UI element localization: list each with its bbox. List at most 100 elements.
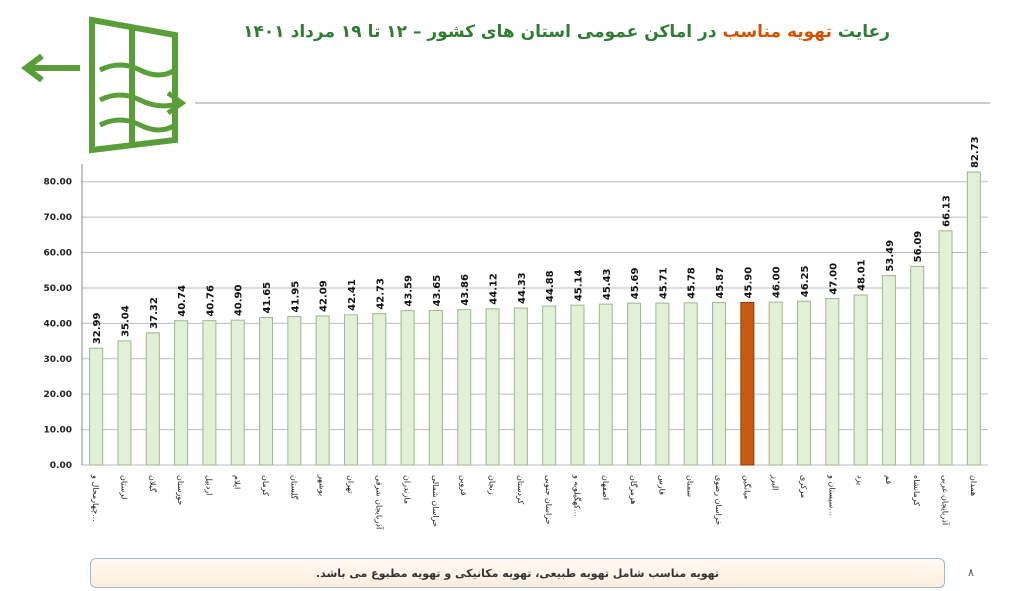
x-tick-label: خوزستان — [176, 475, 185, 505]
y-tick-label: 40.00 — [44, 319, 72, 329]
x-tick-label: اصفهان — [601, 475, 610, 500]
x-tick-label: خراسان شمالی — [431, 475, 440, 527]
x-tick-label: کهگیلویه و... — [572, 474, 582, 517]
bar — [627, 302, 642, 466]
value-label: 44.12 — [489, 273, 500, 305]
value-label: 40.90 — [234, 284, 245, 316]
bar — [966, 171, 981, 466]
value-label: 45.69 — [630, 268, 641, 300]
bar — [287, 315, 302, 466]
value-label: 53.49 — [885, 240, 896, 272]
value-label: 45.14 — [573, 269, 584, 301]
page-number: ۸ — [968, 566, 974, 579]
x-tick-label: گلستان — [289, 475, 299, 500]
value-label: 46.25 — [800, 266, 811, 298]
x-tick-label: گیلان — [148, 475, 158, 492]
x-tick-label: خراسان جنوبی — [544, 475, 553, 525]
value-label: 41.95 — [290, 281, 301, 313]
x-tick-label: فارس — [657, 475, 666, 495]
y-tick-label: 60.00 — [44, 249, 72, 259]
value-label: 47.00 — [828, 263, 839, 295]
value-label: 56.09 — [913, 231, 924, 263]
bar — [513, 307, 528, 466]
y-tick-label: 0.00 — [50, 461, 72, 471]
value-label: 45.78 — [687, 267, 698, 299]
bar — [938, 230, 953, 466]
bar — [485, 308, 500, 466]
bar — [655, 302, 670, 466]
bar — [712, 302, 727, 466]
x-tick-label: کردستان — [516, 475, 525, 504]
bar — [740, 301, 755, 466]
bar — [570, 304, 585, 466]
x-tick-label: لرستان — [119, 475, 128, 499]
y-tick-label: 10.00 — [44, 426, 72, 436]
value-label: 40.76 — [205, 285, 216, 317]
y-tick-label: 30.00 — [44, 355, 72, 365]
bar — [683, 302, 698, 466]
value-label: 45.71 — [658, 267, 669, 299]
x-tick-label: آذربایجان غربی — [941, 475, 951, 526]
value-label: 37.32 — [149, 297, 160, 329]
value-label: 48.01 — [857, 259, 868, 291]
bar — [598, 303, 613, 466]
bar — [174, 320, 189, 466]
title-part: تهویه مناسب — [722, 22, 832, 42]
value-label: 43.86 — [460, 274, 471, 306]
bar — [428, 309, 443, 466]
bar — [202, 320, 217, 466]
logo — [21, 16, 187, 154]
x-tick-label: البرز — [771, 474, 780, 490]
y-tick-label: 20.00 — [44, 390, 72, 400]
x-tick-label: کرمان — [261, 475, 270, 496]
x-tick-label: چهارمحال و... — [91, 474, 100, 522]
bar — [372, 313, 387, 466]
y-tick-label: 80.00 — [44, 178, 72, 188]
x-tick-label: قم — [884, 475, 893, 484]
title-part: رعایت — [831, 22, 890, 42]
y-tick-label: 70.00 — [44, 213, 72, 223]
bar — [400, 310, 415, 466]
bar — [89, 347, 104, 466]
x-tick-label: مازندران — [403, 475, 412, 504]
value-label: 45.87 — [715, 267, 726, 299]
x-tick-label: قزوین — [459, 475, 468, 496]
title-part: در اماکن عمومی استان های کشور – ۱۲ تا ۱۹… — [243, 22, 723, 42]
bar — [910, 265, 925, 466]
bar — [230, 319, 245, 466]
value-label: 42.09 — [319, 280, 330, 312]
x-tick-label: یزد — [856, 475, 865, 485]
x-tick-label: سیستان و... — [827, 474, 836, 516]
x-tick-label: سمنان — [686, 475, 695, 497]
x-tick-label: آذربایجان شرقی — [374, 475, 384, 530]
value-label: 82.73 — [970, 136, 981, 168]
value-label: 45.43 — [602, 268, 613, 300]
value-label: 41.65 — [262, 282, 273, 314]
bar — [145, 332, 160, 466]
bar — [343, 314, 358, 466]
bar — [259, 317, 274, 466]
value-label: 44.33 — [517, 272, 528, 304]
x-tick-label: زنجان — [488, 475, 497, 495]
bar — [315, 315, 330, 466]
value-label: 32.99 — [92, 313, 103, 345]
value-label: 44.88 — [545, 270, 556, 302]
bar — [117, 340, 132, 466]
x-tick-label: اردبیل — [204, 475, 213, 495]
bar — [853, 294, 868, 466]
bar — [881, 275, 896, 466]
x-tick-label: خراسان رضوی — [714, 475, 723, 525]
value-label: 43.59 — [404, 275, 415, 307]
x-tick-label: کرمانشاه — [912, 475, 921, 506]
x-tick-label: ایلام — [233, 475, 242, 489]
x-tick-label: بوشهر — [318, 474, 327, 496]
value-label: 66.13 — [942, 195, 953, 227]
value-label: 42.73 — [375, 278, 386, 310]
value-label: 45.90 — [743, 267, 754, 299]
value-label: 40.74 — [177, 285, 188, 317]
x-tick-label: هرمزگان — [629, 475, 639, 504]
x-tick-label: تهران — [346, 475, 355, 493]
x-tick-label: میانگین — [742, 475, 752, 499]
